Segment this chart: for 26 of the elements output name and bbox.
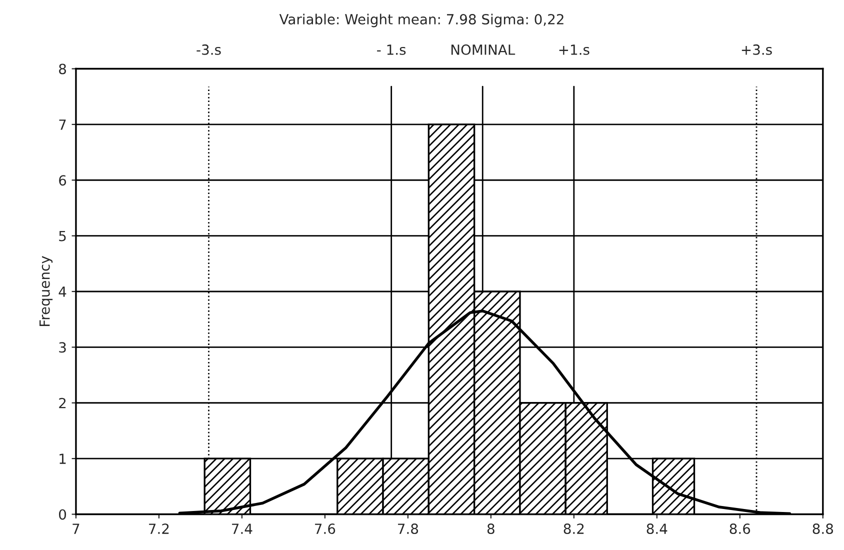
x-tick-label: 8 — [487, 524, 494, 534]
y-tick-label: 4 — [58, 286, 66, 297]
y-tick-label: 0 — [59, 509, 66, 520]
y-tick-label: 8 — [59, 64, 66, 74]
y-tick-label: 5 — [59, 230, 66, 242]
y-axis-title: Frequency — [40, 256, 53, 326]
x-tick-label: 7 — [72, 524, 80, 534]
y-tick-label: 6 — [59, 175, 66, 186]
y-tick-label: 2 — [59, 398, 66, 408]
x-tick-label: 7.4 — [232, 524, 252, 534]
x-tick-label: 8.2 — [564, 524, 584, 534]
ref-line-label: -3.s — [196, 44, 221, 55]
y-tick-label: 7 — [59, 120, 66, 130]
x-tick-label: 8.4 — [646, 524, 668, 534]
x-tick-label: 8.6 — [730, 524, 750, 534]
y-tick-label: 3 — [59, 342, 66, 353]
x-tick-label: 7.8 — [398, 524, 418, 534]
ref-line-label: NOMINAL — [451, 44, 516, 55]
chart-title: Variable: Weight mean: 7.98 Sigma: 0,22 — [279, 14, 564, 28]
x-tick-label: 8.8 — [812, 524, 833, 534]
ref-line-label: - 1.s — [377, 44, 406, 55]
ref-line-label: +3.s — [742, 44, 772, 55]
x-tick-label: 7.6 — [315, 524, 336, 534]
x-tick-label: 7.2 — [149, 524, 169, 534]
y-tick-label: 1 — [60, 454, 66, 464]
ref-line-label: +1.s — [559, 44, 590, 55]
